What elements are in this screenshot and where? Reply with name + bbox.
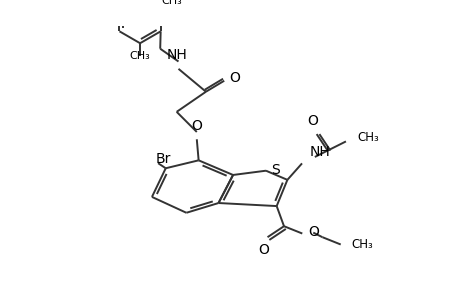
- Text: O: O: [191, 119, 202, 133]
- Text: NH: NH: [166, 47, 187, 61]
- Text: CH₃: CH₃: [129, 51, 150, 61]
- Text: O: O: [307, 114, 318, 128]
- Text: NH: NH: [308, 145, 330, 159]
- Text: CH₃: CH₃: [351, 238, 373, 251]
- Text: O: O: [258, 243, 269, 257]
- Text: O: O: [308, 225, 319, 239]
- Text: O: O: [229, 71, 240, 85]
- Text: Br: Br: [155, 152, 171, 166]
- Text: S: S: [271, 163, 280, 177]
- Text: CH₃: CH₃: [356, 131, 378, 144]
- Text: CH₃: CH₃: [161, 0, 182, 6]
